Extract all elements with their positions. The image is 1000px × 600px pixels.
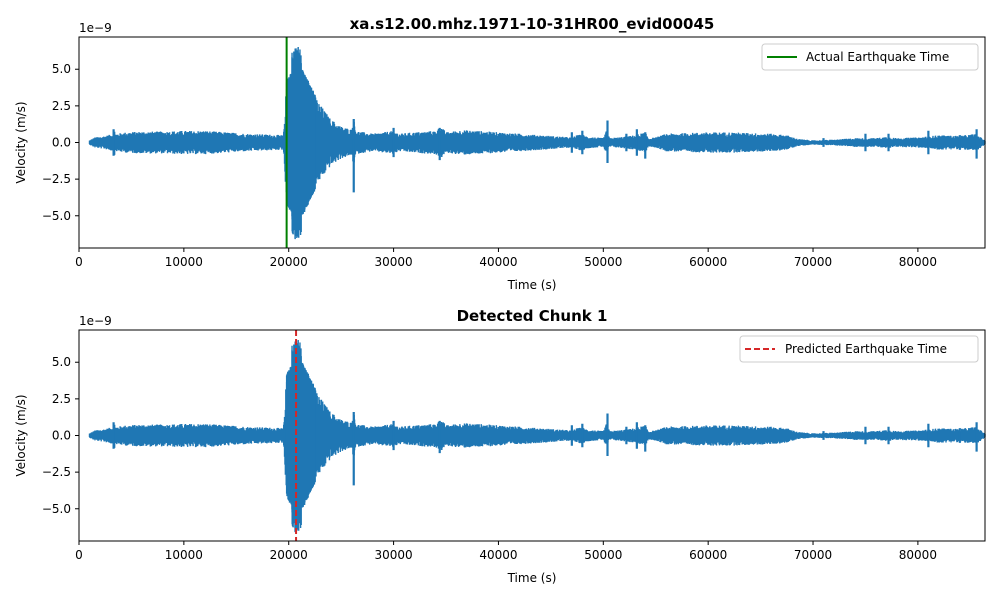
panel-2-y-tick-label: −2.5: [42, 465, 71, 479]
panel-2-y-ticks: −5.0 −2.5 0.0 2.5 5.0: [42, 355, 79, 516]
panel-1-x-tick-label: 30000: [374, 255, 412, 269]
panel-2-y-tick-label: 0.0: [52, 429, 71, 443]
panel-1-y-tick-label: 5.0: [52, 62, 71, 76]
panel-2-legend-box: [739, 335, 979, 363]
panel-2-x-tick-label: 30000: [374, 548, 412, 562]
panel-1-x-tick-label: 80000: [899, 255, 937, 269]
panel-1-y-tick-label: 2.5: [52, 99, 71, 113]
panel-1-x-tick-label: 20000: [270, 255, 308, 269]
panel-1-x-tick-label: 70000: [794, 255, 832, 269]
panel-2-x-tick-label: 20000: [270, 548, 308, 562]
panel-2-y-offset-label: 1e−9: [79, 314, 112, 328]
panel-2-waveform-spikes: [112, 412, 978, 486]
panel-2-x-ticks: 0 10000 20000 30000 40000 50000 60000 70000 8000…: [75, 541, 937, 562]
panel-2-title: Detected Chunk 1: [457, 307, 608, 325]
panel-2-y-axis-label: Velocity (m/s): [14, 394, 28, 476]
panel-2-y-tick-label: 2.5: [52, 392, 71, 406]
panel-1-plot-area: [88, 37, 986, 248]
panel-1-x-axis-label: Time (s): [507, 278, 557, 292]
panel-2-plot-area: [88, 330, 986, 541]
panel-2-x-tick-label: 70000: [794, 548, 832, 562]
panel-1-legend-box: [761, 43, 979, 71]
panel-2-legend: Predicted Earthquake Time: [739, 335, 979, 363]
panel-1-y-tick-label: −2.5: [42, 172, 71, 186]
panel-1-waveform-spikes: [112, 119, 978, 193]
panel-1-y-tick-label: 0.0: [52, 136, 71, 150]
panel-1-legend: Actual Earthquake Time: [761, 43, 979, 71]
panel-1-y-tick-label: −5.0: [42, 209, 71, 223]
panel-2-x-tick-label: 40000: [479, 548, 517, 562]
panel-1-y-offset-label: 1e−9: [79, 21, 112, 35]
panel-2-y-tick-label: −5.0: [42, 502, 71, 516]
panel-1-x-tick-label: 50000: [584, 255, 622, 269]
panel-2-x-axis-label: Time (s): [507, 571, 557, 585]
panel-2-y-tick-label: 5.0: [52, 355, 71, 369]
panel-2: Detected Chunk 1 0 10000 20000 30000 40000 50…: [14, 307, 986, 585]
panel-2-x-tick-label: 10000: [165, 548, 203, 562]
panel-1-x-tick-label: 10000: [165, 255, 203, 269]
panel-1-title: xa.s12.00.mhz.1971-10-31HR00_evid00045: [350, 15, 715, 33]
panel-1-legend-label-actual: Actual Earthquake Time: [806, 50, 949, 64]
panel-2-x-tick-label: 80000: [899, 548, 937, 562]
panel-1: xa.s12.00.mhz.1971-10-31HR00_evid00045 0…: [14, 15, 986, 292]
panel-1-y-ticks: −5.0 −2.5 0.0 2.5 5.0: [42, 62, 79, 223]
panel-1-y-axis-label: Velocity (m/s): [14, 101, 28, 183]
panel-1-x-tick-label: 0: [75, 255, 83, 269]
panel-2-legend-label-predicted: Predicted Earthquake Time: [785, 342, 947, 356]
panel-2-x-tick-label: 50000: [584, 548, 622, 562]
panel-1-x-ticks: 0 10000 20000 30000 40000 50000 60000 70000 8000…: [75, 248, 937, 269]
panel-2-x-tick-label: 60000: [689, 548, 727, 562]
panel-1-x-tick-label: 40000: [479, 255, 517, 269]
panel-1-x-tick-label: 60000: [689, 255, 727, 269]
panel-2-x-tick-label: 0: [75, 548, 83, 562]
